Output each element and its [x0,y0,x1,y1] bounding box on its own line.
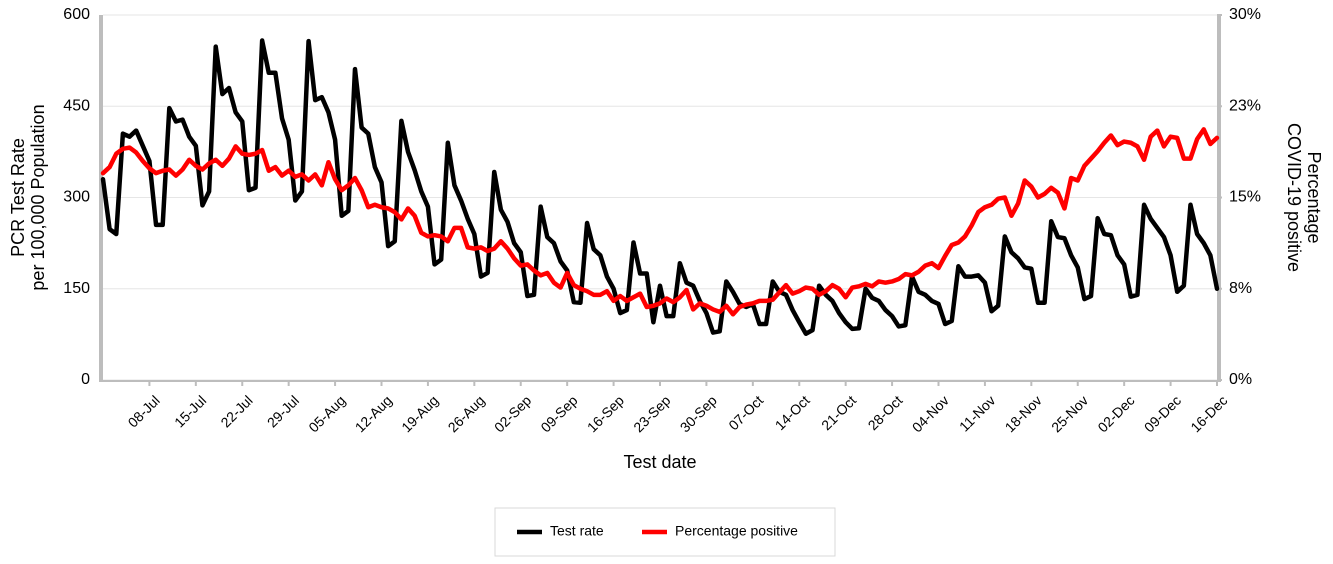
y-axis-title: PCR Test Rateper 100,000 Population [8,104,48,290]
x-tick-label: 02-Dec [1094,392,1137,435]
y-tick-label: 450 [63,97,90,114]
y-tick-label: 600 [63,6,90,23]
series-line [100,38,1220,337]
x-tick-label: 04-Nov [909,392,952,435]
x-tick-label: 21-Oct [818,392,859,433]
x-tick-label: 28-Oct [865,392,906,433]
x-tick-label: 23-Sep [630,392,673,435]
x-tick-label: 02-Sep [491,392,534,435]
x-tick-label: 25-Nov [1048,392,1091,435]
y2-axis-title: PercentageCOVID-19 positive [1284,123,1324,272]
y2-tick-label: 30% [1229,6,1261,23]
legend-label: Test rate [550,523,604,539]
x-axis-title: Test date [623,452,696,472]
x-tick-label: 30-Sep [677,392,720,435]
series-line [100,127,1220,317]
y2-tick-label: 15% [1229,189,1261,206]
x-tick-label: 05-Aug [305,392,348,435]
x-tick-label: 07-Oct [725,392,766,433]
legend-label: Percentage positive [675,523,798,539]
y2-tick-label: 23% [1229,97,1261,114]
y-tick-label: 0 [81,371,90,388]
x-tick-label: 29-Jul [264,392,302,430]
y2-tick-label: 8% [1229,280,1252,297]
x-tick-label: 18-Nov [1002,392,1045,435]
x-tick-label: 11-Nov [956,392,998,434]
y-axis-title-line: per 100,000 Population [28,104,48,290]
y2-axis-title-line: COVID-19 positive [1284,123,1304,272]
y-tick-label: 300 [63,189,90,206]
x-tick-label: 16-Sep [584,392,627,435]
x-tick-label: 22-Jul [217,392,255,430]
y-axis-title-line: PCR Test Rate [8,138,28,257]
y-tick-label: 150 [63,280,90,297]
x-tick-label: 15-Jul [171,392,209,430]
x-tick-label: 09-Dec [1141,392,1184,435]
y2-axis-title-line: Percentage [1304,151,1324,243]
x-tick-label: 26-Aug [445,392,488,435]
x-tick-label: 16-Dec [1187,392,1230,435]
x-tick-label: 08-Jul [125,392,163,430]
x-tick-label: 12-Aug [352,392,395,435]
x-tick-label: 14-Oct [772,392,813,433]
y2-tick-label: 0% [1229,371,1252,388]
x-tick-label: 09-Sep [537,392,580,435]
x-tick-label: 19-Aug [398,392,441,435]
